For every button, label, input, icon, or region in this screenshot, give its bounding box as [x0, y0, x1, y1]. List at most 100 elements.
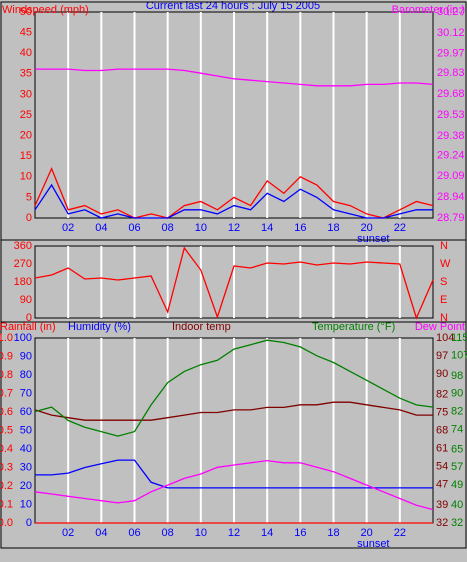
x-tick-label: 12	[228, 222, 240, 234]
y-tick-label: 82	[451, 405, 463, 417]
y-tick-label: 20	[20, 480, 32, 492]
y-tick-label: W	[440, 258, 451, 270]
y-tick-label: 0	[26, 312, 32, 324]
x-tick-label: 10	[195, 527, 207, 539]
y-tick-label: 28.94	[437, 191, 465, 203]
y-tick-label: 1.0	[0, 332, 13, 344]
y-tick-label: 100	[14, 332, 32, 344]
y-tick-label: 0.1	[0, 498, 13, 510]
y-tick-label: 0.8	[0, 369, 13, 381]
x-tick-label: 02	[62, 222, 74, 234]
panel-frame	[0, 321, 467, 549]
x-tick-label: 18	[327, 527, 339, 539]
x-tick-label: 08	[162, 527, 174, 539]
y-tick-label: 20	[20, 130, 32, 142]
y-tick-label: 107	[451, 350, 467, 362]
y-tick-label: 104	[436, 332, 454, 344]
x-tick-label: 02	[62, 527, 74, 539]
y-tick-label: 29.53	[437, 109, 465, 121]
axis-label: Barometer (in.)	[392, 4, 465, 16]
y-tick-label: 10	[20, 171, 32, 183]
x-tick-label: 08	[162, 222, 174, 234]
y-tick-label: 57	[451, 461, 463, 473]
y-tick-label: 40	[451, 499, 463, 511]
annotation: sunset	[357, 538, 389, 550]
y-tick-label: 60	[20, 406, 32, 418]
y-tick-label: N	[440, 312, 448, 324]
y-tick-label: 10	[20, 498, 32, 510]
y-tick-label: 32	[451, 517, 463, 529]
y-tick-label: 29.83	[437, 67, 465, 79]
y-tick-label: N	[440, 240, 448, 252]
y-tick-label: 0	[26, 212, 32, 224]
series-line	[34, 183, 433, 219]
y-tick-label: 35	[20, 68, 32, 80]
x-tick-label: 16	[294, 222, 306, 234]
y-tick-label: 270	[14, 258, 32, 270]
y-tick-label: 90	[20, 294, 32, 306]
y-tick-label: 82	[436, 388, 448, 400]
y-tick-label: 0.4	[0, 443, 13, 455]
y-tick-label: 80	[20, 369, 32, 381]
y-tick-label: 0.2	[0, 480, 13, 492]
axis-label: Indoor temp	[172, 321, 231, 333]
x-tick-label: 16	[294, 527, 306, 539]
x-tick-label: 20	[361, 527, 373, 539]
y-tick-label: 29.68	[437, 88, 465, 100]
x-tick-label: 20	[361, 222, 373, 234]
series-line	[35, 68, 434, 87]
chart-title: Current last 24 hours : July 15 2005	[146, 0, 320, 12]
x-tick-label: 12	[228, 527, 240, 539]
y-tick-label: 40	[20, 443, 32, 455]
x-tick-label: 14	[261, 527, 273, 539]
y-tick-label: 0.5	[0, 424, 13, 436]
x-tick-label: 06	[128, 222, 140, 234]
series-line	[34, 401, 433, 421]
y-tick-label: 25	[20, 109, 32, 121]
series-line	[34, 246, 434, 320]
y-tick-label: 30	[20, 88, 32, 100]
y-tick-label: 50	[20, 6, 32, 18]
y-tick-label: 39	[436, 499, 448, 511]
y-tick-label: 30	[20, 461, 32, 473]
y-tick-label: S	[440, 276, 447, 288]
y-tick-label: 115	[451, 332, 467, 344]
axis-label: Temperature (°F)	[312, 321, 395, 333]
y-tick-label: 45	[20, 27, 32, 39]
y-tick-label: 30.12	[437, 27, 465, 39]
y-tick-label: 98	[451, 370, 463, 382]
y-tick-label: 40	[20, 47, 32, 59]
y-tick-label: 29.38	[437, 130, 465, 142]
y-tick-label: 360	[14, 240, 32, 252]
x-tick-label: 14	[261, 222, 273, 234]
x-tick-label: 04	[95, 222, 107, 234]
x-tick-label: 10	[195, 222, 207, 234]
y-tick-label: 54	[436, 460, 448, 472]
y-tick-label: 74	[451, 423, 463, 435]
series-line	[35, 459, 433, 489]
y-tick-label: 50	[20, 424, 32, 436]
y-tick-label: 0.3	[0, 461, 13, 473]
axis-label: Humidity (%)	[68, 321, 131, 333]
x-tick-label: 22	[394, 527, 406, 539]
y-tick-label: 90	[20, 350, 32, 362]
y-tick-label: 70	[20, 387, 32, 399]
y-tick-label: 61	[436, 442, 448, 454]
series-line	[34, 459, 434, 511]
y-tick-label: 15	[20, 150, 32, 162]
x-tick-label: 04	[95, 527, 107, 539]
x-tick-label: 22	[394, 222, 406, 234]
y-tick-label: 180	[14, 276, 32, 288]
y-tick-label: 28.79	[437, 212, 465, 224]
y-tick-label: 49	[451, 479, 463, 491]
y-tick-label: 75	[436, 406, 448, 418]
x-tick-label: 18	[327, 222, 339, 234]
y-tick-label: 0.6	[0, 406, 13, 418]
y-tick-label: 0.0	[0, 517, 13, 529]
y-tick-label: 0.7	[0, 387, 13, 399]
series-line	[34, 166, 434, 219]
legend-entry: Dew Point	[415, 321, 465, 333]
x-tick-label: 06	[128, 527, 140, 539]
y-tick-label: 90	[451, 388, 463, 400]
